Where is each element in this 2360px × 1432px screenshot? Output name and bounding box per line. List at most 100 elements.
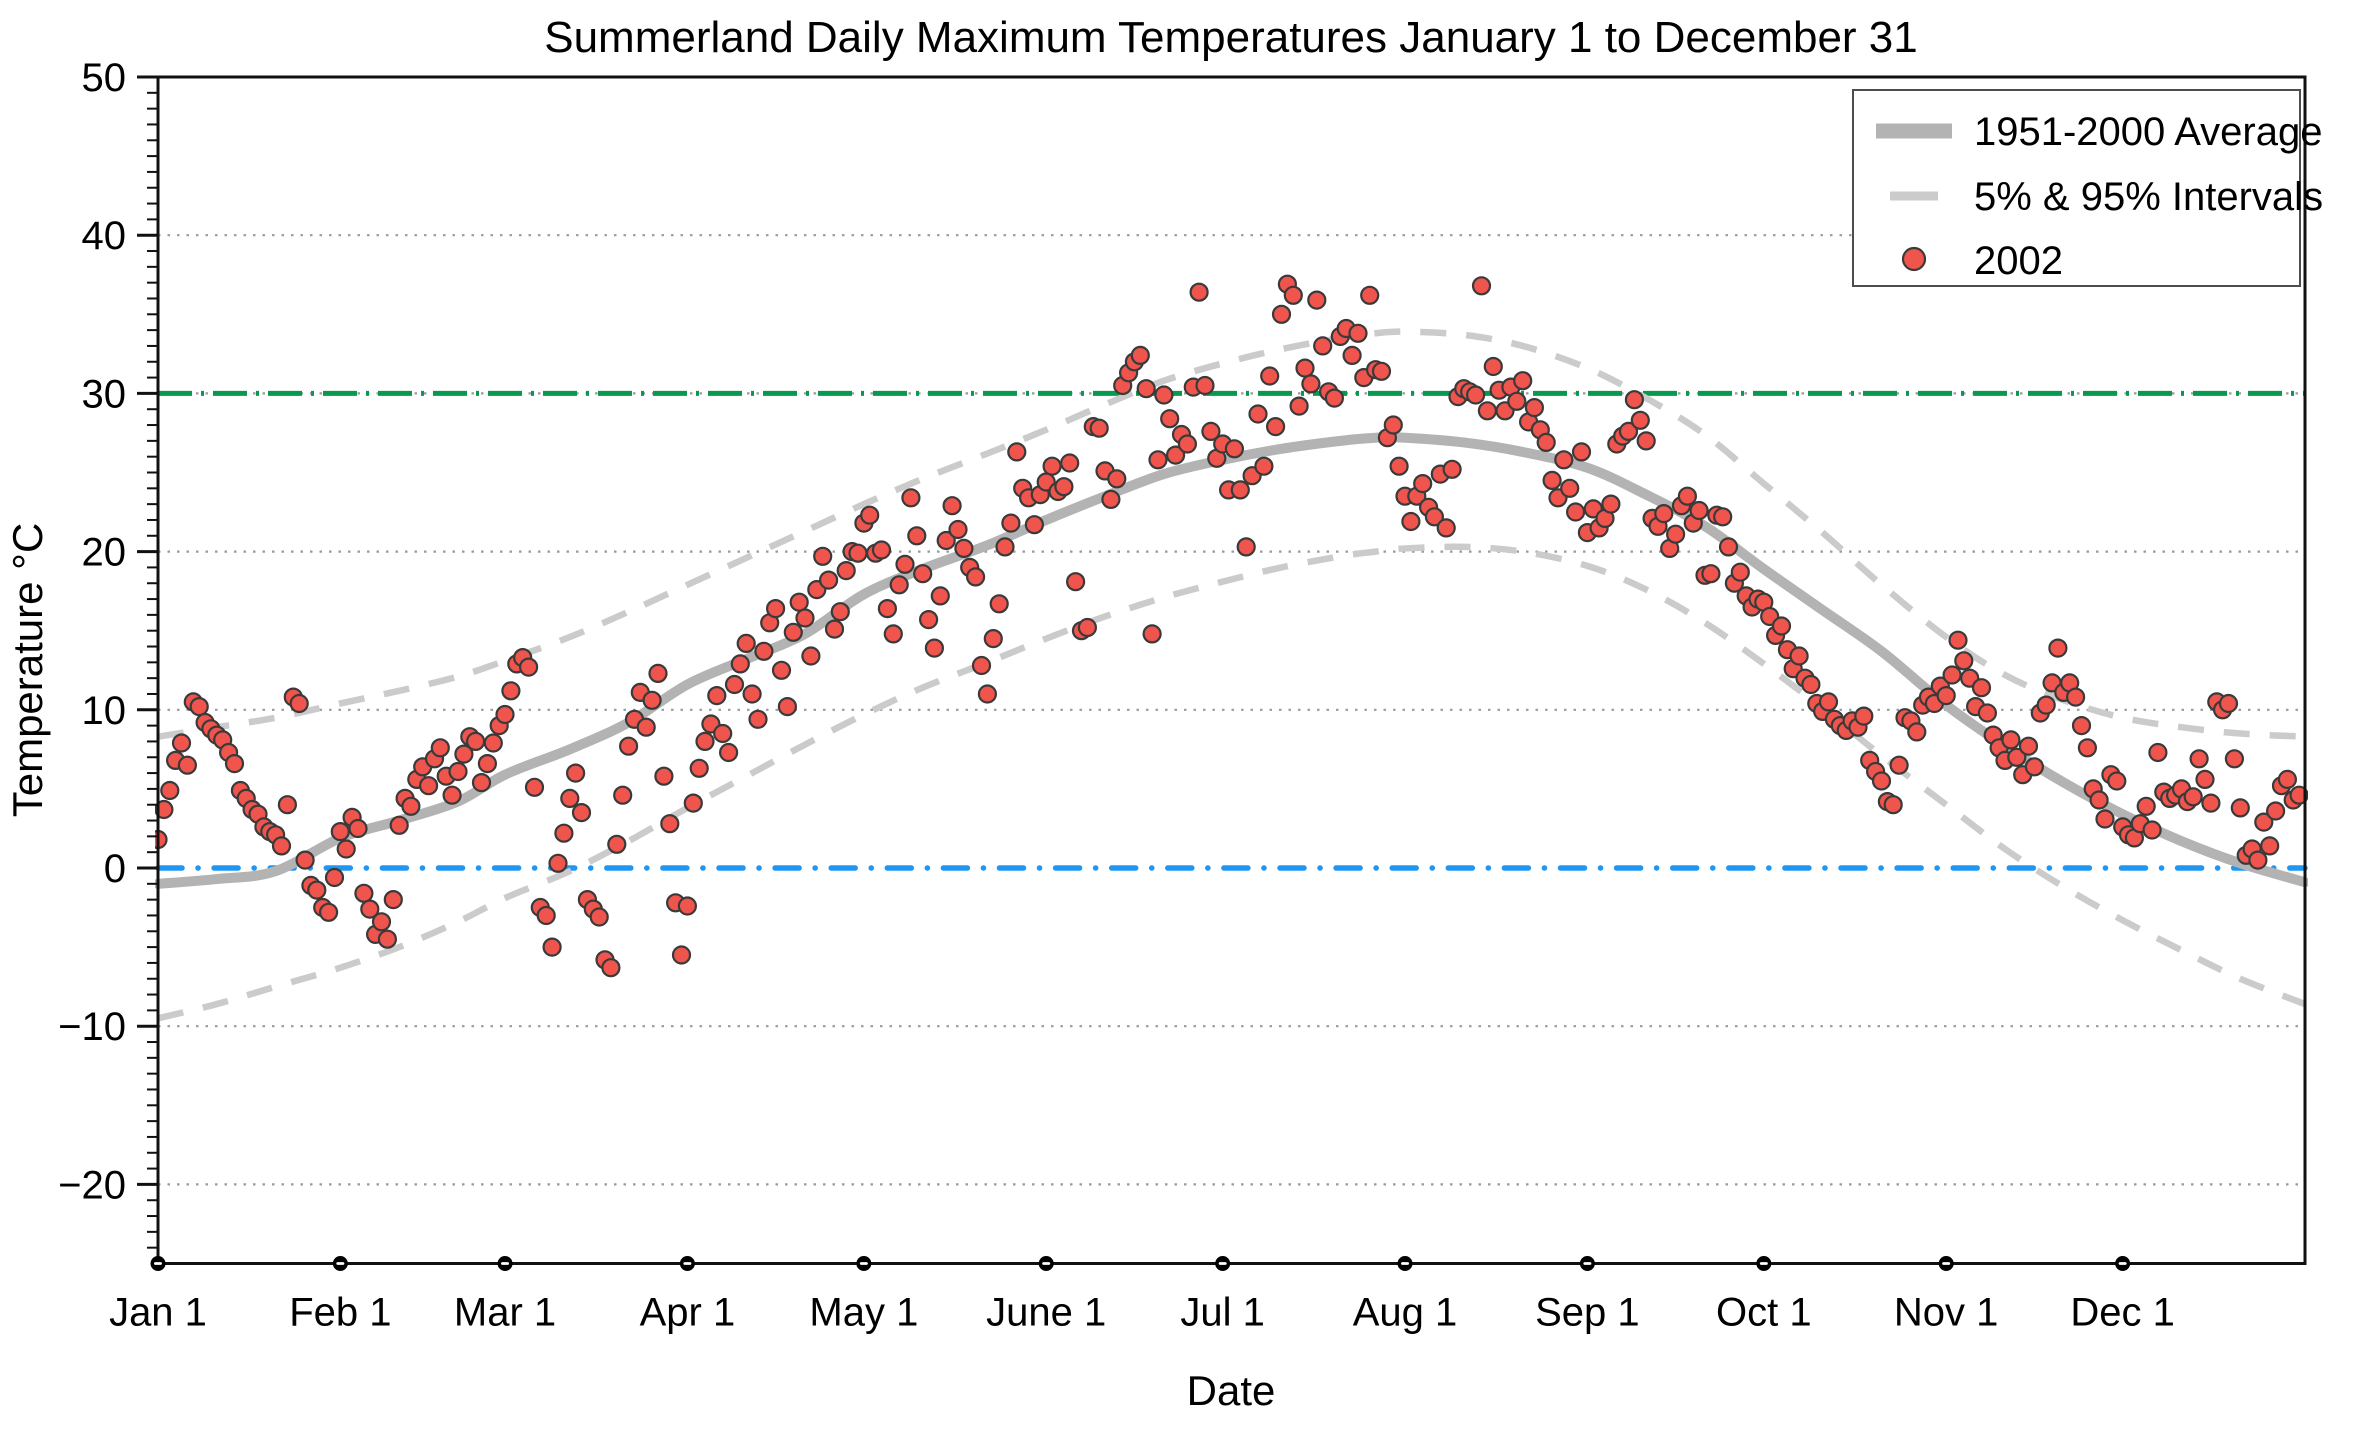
data-point-2002	[1342, 345, 1362, 365]
data-point-2002	[1371, 361, 1392, 381]
data-point-2002	[671, 945, 692, 965]
data-point-2002	[2007, 747, 2027, 767]
month-tick-dot-glyph	[154, 1262, 162, 1265]
data-point-2002	[289, 693, 309, 714]
data-point-2002	[1883, 795, 1903, 815]
data-point-2002	[2289, 785, 2308, 805]
data-point-2002	[742, 684, 762, 704]
data-point-2002	[1601, 494, 1621, 514]
data-point-2002	[818, 570, 839, 590]
data-point-2002	[1465, 385, 1486, 405]
data-point-2002	[571, 802, 592, 823]
data-point-2002	[1289, 396, 1309, 416]
data-point-2002	[1142, 624, 1162, 644]
data-point-2002	[1789, 646, 1809, 666]
data-point-2002	[1283, 285, 1303, 305]
data-point-2002	[1718, 537, 1739, 557]
data-point-2002	[1560, 478, 1580, 498]
data-point-2002	[1654, 503, 1674, 524]
data-point-2002	[1136, 379, 1156, 399]
data-point-2002	[707, 685, 727, 706]
data-point-2002	[1148, 450, 1168, 470]
month-tick-dot-glyph	[683, 1262, 692, 1265]
data-point-2002	[171, 733, 192, 753]
data-point-2002	[224, 753, 245, 774]
data-point-2002	[1177, 434, 1198, 454]
data-point-2002	[377, 929, 397, 949]
data-point-2002	[466, 731, 486, 752]
data-point-2002	[1024, 515, 1045, 535]
data-point-2002	[324, 867, 345, 888]
data-point-2002	[2001, 730, 2021, 750]
legend-box	[1852, 89, 2301, 287]
data-point-2002	[277, 795, 297, 815]
data-point-2002	[1542, 470, 1562, 490]
data-point-2002	[371, 912, 392, 932]
data-point-2002	[524, 777, 545, 797]
data-point-2002	[1477, 401, 1498, 421]
data-point-2002	[1271, 304, 1292, 324]
data-point-2002	[389, 815, 409, 835]
y-tick-label: 40	[82, 214, 127, 258]
data-point-2002	[2036, 695, 2056, 715]
x-tick-label: June 1	[986, 1291, 1106, 1335]
data-point-2002	[983, 628, 1003, 649]
data-point-2002	[1089, 418, 1109, 438]
data-point-2002	[936, 530, 956, 551]
data-point-2002	[777, 696, 798, 717]
data-point-2002	[1383, 415, 1403, 435]
data-point-2002	[1424, 507, 1445, 527]
data-point-2002	[471, 772, 492, 793]
data-point-2002	[1977, 703, 1998, 723]
month-tick-dot-glyph	[859, 1262, 868, 1265]
data-point-2002	[189, 696, 209, 717]
x-tick-label: May 1	[809, 1291, 918, 1335]
data-point-2002	[354, 883, 374, 903]
data-point-2002	[360, 899, 380, 919]
data-point-2002	[1348, 323, 1368, 343]
data-point-2002	[783, 622, 803, 642]
data-point-2002	[718, 742, 739, 763]
data-point-2002	[677, 896, 698, 916]
data-point-2002	[477, 753, 497, 774]
data-point-2002	[607, 834, 627, 854]
data-point-2002	[1536, 432, 1556, 452]
data-point-2002	[560, 788, 580, 809]
data-point-2002	[1042, 456, 1062, 476]
data-point-2002	[2089, 790, 2109, 810]
data-point-2002	[1948, 630, 1968, 650]
data-point-2002	[1254, 456, 1274, 476]
data-point-2002	[1001, 513, 1021, 533]
data-point-2002	[542, 937, 562, 957]
data-point-2002	[2048, 638, 2068, 658]
data-point-2002	[2254, 812, 2274, 832]
y-tick-label: 30	[82, 372, 127, 416]
data-point-2002	[1236, 537, 1256, 557]
data-point-2002	[1360, 285, 1380, 305]
month-tick-dot-glyph	[1042, 1262, 1051, 1265]
data-point-2002	[771, 660, 792, 680]
legend-intervals-label: 5% & 95% Intervals	[1974, 175, 2323, 219]
data-point-2002	[1889, 755, 1909, 775]
data-point-2002	[1554, 450, 1574, 470]
data-point-2002	[1636, 431, 1656, 451]
data-point-2002	[1301, 374, 1321, 394]
y-axis-title: Temperature °C	[4, 523, 51, 818]
data-point-2002	[660, 814, 680, 834]
data-point-2002	[1201, 421, 1221, 441]
data-point-2002	[754, 641, 774, 661]
data-point-2002	[2195, 769, 2215, 790]
data-point-2002	[1401, 511, 1421, 532]
data-point-2002	[1324, 388, 1345, 408]
data-point-2002	[442, 785, 462, 805]
data-point-2002	[1442, 459, 1462, 479]
data-point-2002	[2071, 715, 2092, 736]
data-point-2002	[1630, 410, 1650, 430]
data-point-2002	[160, 780, 180, 801]
data-point-2002	[1524, 398, 1545, 418]
data-point-2002	[2107, 771, 2127, 791]
data-point-2002	[636, 717, 656, 737]
x-tick-label: Nov 1	[1894, 1291, 1999, 1335]
data-point-2002	[1007, 442, 1027, 462]
